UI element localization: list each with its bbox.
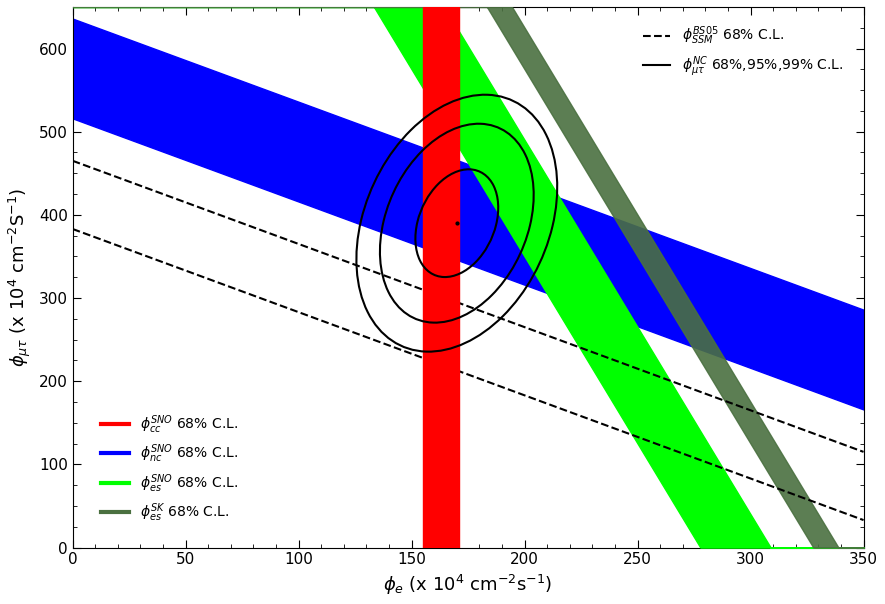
Legend: $\phi_{SSM}^{BS05}$ 68% C.L., $\phi_{\mu\tau}^{NC}$ 68%,95%,99% C.L.: $\phi_{SSM}^{BS05}$ 68% C.L., $\phi_{\mu… — [637, 19, 849, 85]
Y-axis label: $\phi_{\mu\tau}$ (x 10$^4$ cm$^{-2}$S$^{-1}$): $\phi_{\mu\tau}$ (x 10$^4$ cm$^{-2}$S$^{… — [7, 188, 34, 367]
X-axis label: $\phi_e$ (x 10$^4$ cm$^{-2}$s$^{-1}$): $\phi_e$ (x 10$^4$ cm$^{-2}$s$^{-1}$) — [383, 573, 553, 597]
Bar — [423, 7, 459, 548]
